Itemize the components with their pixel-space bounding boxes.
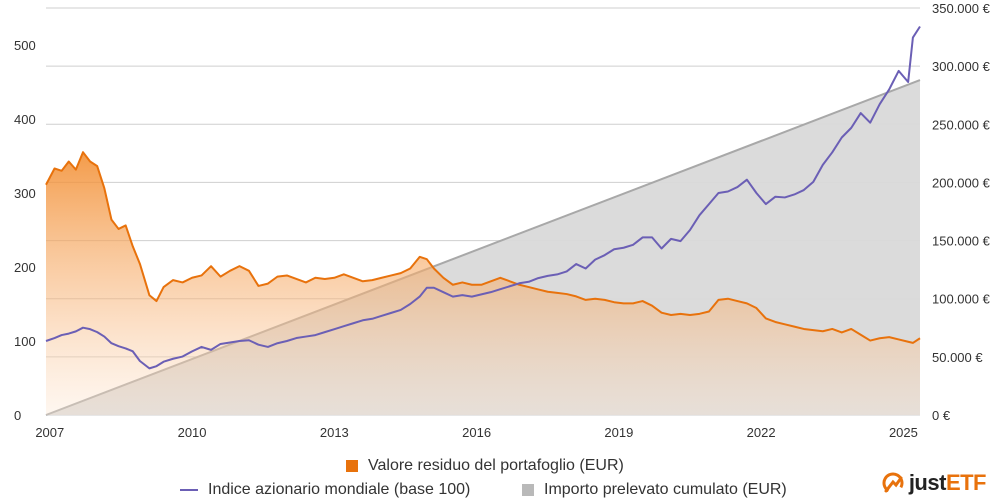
right-tick-label: 250.000 €: [932, 117, 991, 132]
right-tick-label: 350.000 €: [932, 1, 991, 16]
portfolio-area-series: [45, 151, 921, 416]
legend-item-portfolio[interactable]: Valore residuo del portafoglio (EUR): [346, 457, 624, 475]
justetf-logo-icon: [882, 472, 904, 494]
x-tick-label: 2022: [747, 425, 776, 440]
portfolio-area: [46, 152, 920, 416]
logo-text-just: just: [908, 470, 947, 495]
justetf-logo: just ETF: [881, 470, 987, 496]
withdrawn-swatch-icon: [522, 484, 534, 496]
x-tick-label: 2025: [889, 425, 918, 440]
left-axis: 0 100 200 300 400 500: [14, 38, 36, 423]
legend-label-portfolio: Valore residuo del portafoglio (EUR): [368, 457, 624, 474]
x-tick-label: 2019: [604, 425, 633, 440]
right-tick-label: 0 €: [932, 408, 951, 423]
right-tick-label: 50.000 €: [932, 350, 983, 365]
portfolio-line: [45, 151, 921, 344]
x-tick-label: 2010: [178, 425, 207, 440]
legend-label-index: Indice azionario mondiale (base 100): [208, 481, 471, 498]
left-tick-label: 500: [14, 38, 36, 53]
index-line-series: [45, 25, 921, 370]
left-tick-label: 200: [14, 260, 36, 275]
left-tick-label: 100: [14, 334, 36, 349]
legend-item-index[interactable]: Indice azionario mondiale (base 100): [180, 481, 470, 499]
portfolio-swatch-icon: [346, 460, 358, 472]
left-tick-label: 400: [14, 112, 36, 127]
legend-label-withdrawn: Importo prelevato cumulato (EUR): [544, 481, 787, 498]
legend-item-withdrawn[interactable]: Importo prelevato cumulato (EUR): [522, 481, 787, 499]
right-tick-label: 200.000 €: [932, 175, 991, 190]
x-tick-label: 2007: [35, 425, 64, 440]
right-tick-label: 100.000 €: [932, 292, 991, 307]
right-tick-label: 300.000 €: [932, 59, 991, 74]
index-line: [45, 25, 921, 370]
left-tick-label: 300: [14, 186, 36, 201]
x-tick-label: 2016: [462, 425, 491, 440]
logo-text-etf: ETF: [945, 470, 987, 495]
x-axis: 2007 2010 2013 2016 2019 2022 2025: [35, 425, 918, 440]
index-swatch-icon: [180, 489, 198, 491]
right-axis: 0 € 50.000 € 100.000 € 150.000 € 200.000 € 25…: [932, 1, 991, 423]
x-tick-label: 2013: [320, 425, 349, 440]
left-tick-label: 0: [14, 408, 21, 423]
right-tick-label: 150.000 €: [932, 234, 991, 249]
